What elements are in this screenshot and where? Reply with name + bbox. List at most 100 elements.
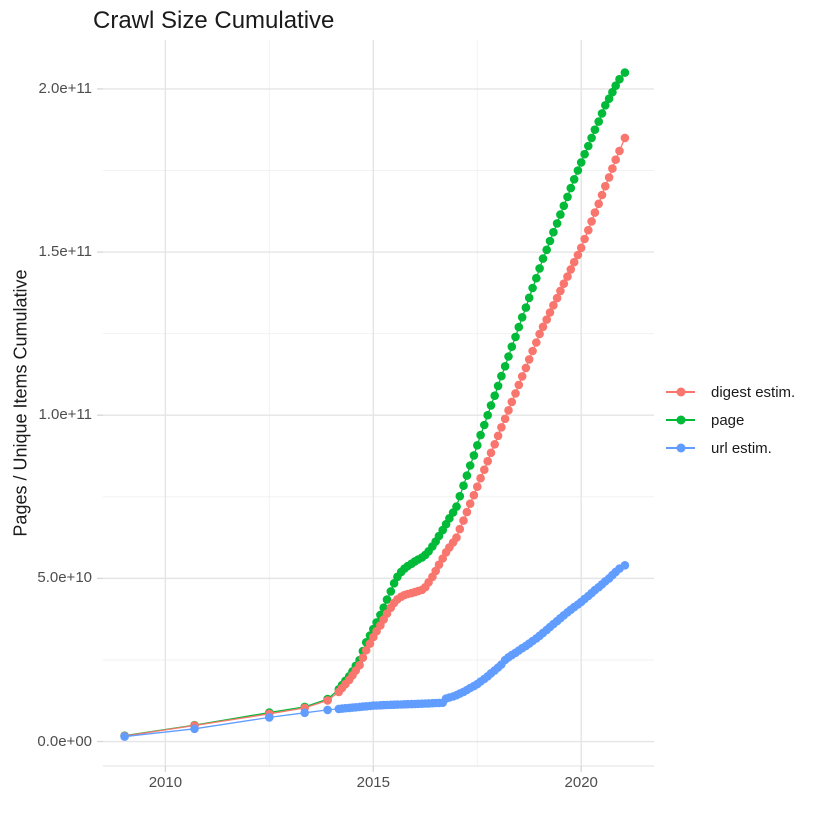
data-point	[549, 301, 558, 310]
data-point	[601, 101, 610, 110]
data-point	[455, 491, 465, 501]
data-point	[524, 293, 534, 303]
legend-key-page-icon	[666, 413, 695, 427]
data-point	[580, 234, 589, 244]
data-point	[587, 217, 596, 226]
legend-label-url-estim: url estim.	[711, 439, 772, 457]
data-point	[566, 183, 576, 193]
legend-item-digest-estim: digest estim.	[666, 378, 795, 406]
data-point	[517, 372, 527, 381]
data-point	[507, 397, 517, 407]
data-point	[497, 423, 506, 432]
data-point	[465, 499, 475, 509]
data-point	[563, 192, 572, 202]
data-point	[556, 286, 565, 296]
data-point	[549, 227, 558, 237]
data-point	[504, 406, 513, 415]
data-point	[604, 173, 614, 182]
data-point	[559, 201, 569, 211]
data-point	[545, 236, 555, 246]
data-point	[584, 225, 593, 235]
data-point	[500, 362, 510, 371]
data-point	[469, 451, 479, 460]
data-point	[566, 265, 576, 274]
data-point	[323, 705, 332, 715]
data-point	[542, 315, 551, 324]
data-point	[576, 158, 586, 167]
data-point	[476, 430, 485, 440]
data-point	[361, 645, 371, 655]
data-point	[514, 322, 524, 332]
data-point	[573, 166, 583, 175]
data-point	[459, 481, 468, 491]
series-url-estim	[120, 561, 630, 741]
data-point	[490, 391, 500, 401]
data-point	[608, 164, 617, 173]
data-point	[462, 471, 472, 480]
data-point	[594, 199, 603, 209]
data-point	[389, 579, 399, 588]
data-point	[462, 507, 472, 517]
data-point	[323, 696, 332, 705]
data-point	[459, 516, 468, 525]
data-point	[601, 181, 610, 191]
data-point	[615, 74, 624, 84]
data-point	[434, 560, 444, 569]
data-point	[615, 146, 624, 156]
y-tick-label: 5.0e+10	[37, 569, 92, 587]
data-point	[604, 94, 614, 103]
series-page	[120, 68, 630, 740]
data-point	[493, 431, 503, 441]
series-line	[124, 564, 626, 738]
legend-label-digest-estim: digest estim.	[711, 383, 796, 401]
data-point	[497, 371, 506, 381]
y-tick-label: 1.5e+11	[38, 243, 92, 261]
data-point	[573, 250, 583, 260]
x-tick-label: 2020	[564, 774, 598, 791]
data-point	[587, 133, 596, 143]
legend-item-page: page	[666, 406, 795, 434]
data-point	[480, 420, 489, 430]
data-point	[473, 441, 482, 450]
data-point	[465, 461, 475, 470]
data-point	[521, 363, 531, 373]
data-point	[542, 245, 551, 255]
data-point	[476, 473, 485, 483]
data-point	[355, 660, 364, 670]
data-point	[190, 724, 199, 734]
data-point	[507, 342, 517, 352]
data-point	[265, 713, 274, 722]
data-point	[552, 293, 562, 303]
data-point	[528, 283, 537, 293]
legend: digest estim. page url estim.	[666, 378, 795, 462]
legend-item-url-estim: url estim.	[666, 434, 795, 462]
data-point	[386, 587, 396, 596]
data-point	[620, 561, 630, 570]
data-point	[452, 502, 461, 511]
data-point	[365, 639, 375, 648]
data-point	[517, 313, 527, 322]
data-point	[611, 155, 620, 164]
data-point	[532, 273, 541, 283]
data-point	[511, 332, 520, 342]
data-point	[532, 338, 541, 347]
data-point	[559, 279, 569, 289]
data-point	[521, 303, 531, 312]
data-point	[511, 389, 520, 398]
data-point	[590, 208, 600, 217]
data-point	[455, 524, 465, 534]
chart-title: Crawl Size Cumulative	[93, 7, 335, 34]
series-digest-estim	[120, 133, 630, 741]
data-point	[483, 456, 493, 466]
data-point	[584, 141, 593, 151]
data-point	[480, 465, 489, 475]
data-point	[382, 595, 392, 604]
y-tick-label: 0.0e+00	[37, 732, 92, 750]
data-point	[486, 448, 496, 458]
data-point	[528, 346, 537, 356]
data-point	[569, 175, 579, 184]
data-point	[552, 219, 562, 228]
data-point	[563, 272, 572, 281]
